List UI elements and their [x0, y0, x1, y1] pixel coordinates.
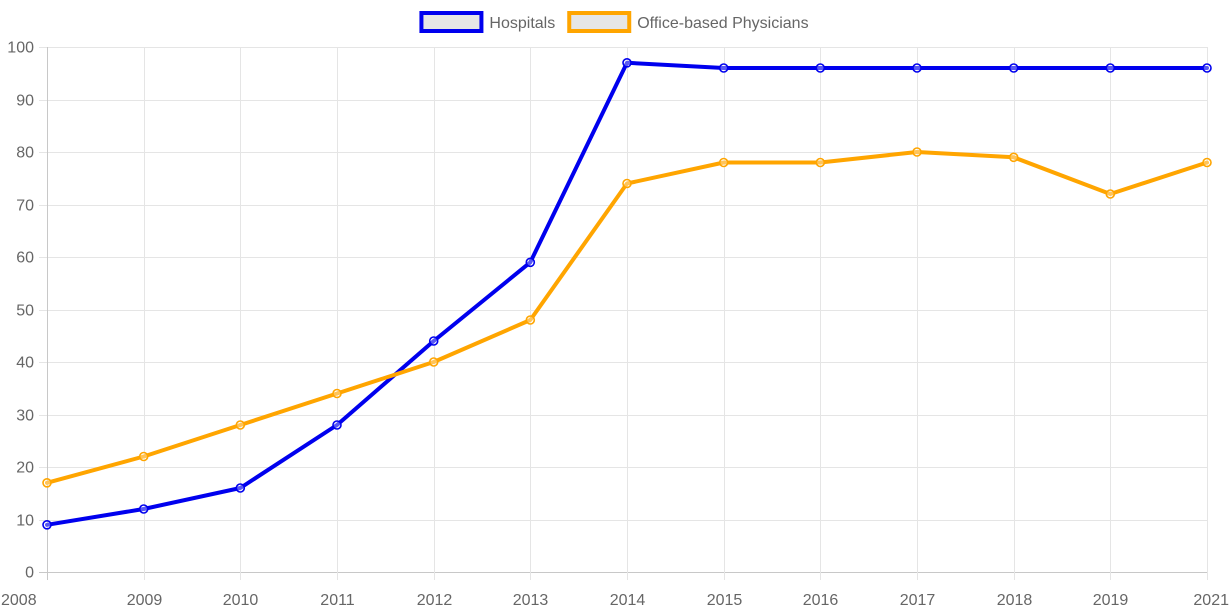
series-line-1: [45, 150, 1209, 485]
data-point[interactable]: [42, 477, 52, 488]
y-tick-label: 10: [16, 513, 34, 530]
data-point[interactable]: [912, 147, 922, 157]
y-tick-label: 30: [16, 408, 34, 425]
data-point[interactable]: [428, 357, 439, 367]
x-tick-label: 2021: [1193, 592, 1229, 609]
legend-item-0[interactable]: Hospitals: [419, 11, 555, 33]
y-tick-label: 90: [16, 93, 34, 110]
data-point[interactable]: [718, 63, 729, 73]
legend-item-1[interactable]: Office-based Physicians: [567, 11, 809, 33]
x-tick-label: 2017: [900, 592, 936, 609]
x-tick-label: 2019: [1093, 592, 1129, 609]
y-tick-label: 40: [16, 355, 34, 372]
grid: [39, 47, 1208, 580]
data-point[interactable]: [1105, 63, 1116, 73]
data-point[interactable]: [1008, 152, 1019, 163]
x-tick-label: 2012: [417, 592, 453, 609]
data-point[interactable]: [1105, 189, 1116, 199]
x-tick-label: 2011: [320, 592, 355, 609]
y-tick-label: 60: [16, 250, 34, 267]
y-tick-label: 70: [16, 198, 34, 215]
x-tick-label: 2016: [803, 592, 839, 609]
data-point[interactable]: [1202, 157, 1212, 168]
series: [42, 57, 1212, 530]
data-point[interactable]: [718, 157, 729, 168]
x-tick-label: 2009: [127, 592, 163, 609]
x-tick-label: 2008: [1, 592, 37, 609]
data-point[interactable]: [622, 57, 632, 68]
x-tick-label: 2013: [513, 592, 549, 609]
legend-label: Hospitals: [489, 15, 555, 32]
axes: 0 10 20 30 40 50 60 70 80 90 100 2008 2009 2010 2011 20…: [1, 40, 1229, 610]
data-point[interactable]: [912, 63, 922, 73]
legend-swatch: [567, 11, 632, 33]
data-point[interactable]: [138, 451, 149, 462]
x-tick-label: 2018: [997, 592, 1033, 609]
data-point[interactable]: [622, 178, 632, 189]
y-tick-label: 0: [25, 565, 34, 582]
data-point[interactable]: [1202, 63, 1212, 73]
y-tick-label: 100: [7, 40, 34, 57]
data-point[interactable]: [332, 420, 342, 430]
data-point[interactable]: [1008, 63, 1019, 73]
legend[interactable]: Hospitals Office-based Physicians: [419, 11, 809, 33]
x-tick-label: 2014: [610, 592, 646, 609]
data-point[interactable]: [332, 388, 342, 399]
legend-swatch: [419, 11, 484, 33]
legend-label: Office-based Physicians: [637, 15, 808, 32]
series-line-0: [45, 60, 1209, 527]
y-tick-label: 50: [16, 303, 34, 320]
data-point[interactable]: [138, 504, 149, 514]
x-tick-label: 2015: [707, 592, 743, 609]
data-point[interactable]: [815, 157, 826, 168]
y-tick-label: 20: [16, 460, 34, 477]
data-point[interactable]: [42, 519, 52, 530]
data-point[interactable]: [815, 63, 826, 73]
data-point[interactable]: [235, 483, 246, 493]
data-point[interactable]: [428, 336, 439, 346]
y-tick-label: 80: [16, 145, 34, 162]
data-point[interactable]: [525, 315, 536, 325]
data-point[interactable]: [235, 420, 246, 430]
data-point[interactable]: [525, 257, 536, 268]
x-tick-label: 2010: [223, 592, 259, 609]
